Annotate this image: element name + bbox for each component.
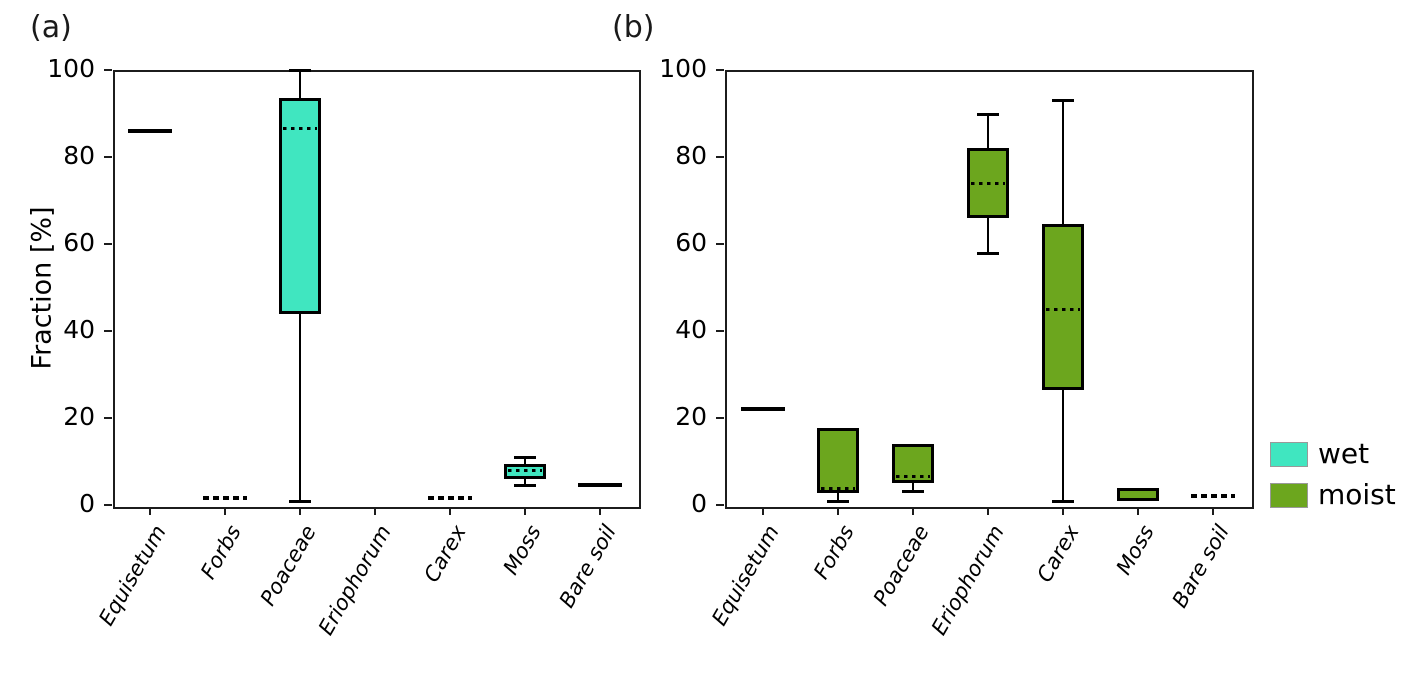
y-tick-mark bbox=[716, 504, 724, 506]
x-tick-mark bbox=[836, 507, 839, 515]
wet-color-swatch bbox=[1270, 441, 1308, 467]
y-tick-mark bbox=[716, 156, 724, 158]
y-tick-label: 0 bbox=[691, 489, 707, 518]
y-tick-label: 80 bbox=[675, 141, 707, 170]
y-tick-mark bbox=[104, 330, 112, 332]
x-tick-mark bbox=[1136, 507, 1139, 515]
legend-item-moist: moist bbox=[1270, 481, 1396, 509]
box-median bbox=[1120, 488, 1155, 492]
box-median bbox=[820, 487, 855, 491]
upper-whisker-cap bbox=[289, 69, 312, 72]
box-median bbox=[1045, 307, 1080, 311]
lower-whisker-cap bbox=[1051, 499, 1074, 503]
panel-a-plot-area bbox=[113, 70, 641, 509]
x-tick-mark bbox=[598, 507, 601, 515]
y-tick-label: 100 bbox=[47, 54, 95, 83]
x-tick-mark bbox=[761, 507, 764, 515]
box-median bbox=[970, 181, 1005, 185]
lower-whisker-cap bbox=[976, 251, 999, 255]
legend-item-wet: wet bbox=[1270, 440, 1396, 468]
lower-whisker bbox=[523, 478, 526, 486]
y-tick-mark bbox=[104, 417, 112, 419]
x-tick-mark bbox=[299, 507, 302, 515]
x-tick-mark bbox=[374, 507, 376, 515]
upper-whisker bbox=[986, 113, 989, 149]
lower-whisker-cap bbox=[513, 484, 536, 488]
y-tick-label: 0 bbox=[79, 489, 95, 518]
box bbox=[279, 98, 322, 314]
upper-whisker bbox=[1061, 100, 1064, 225]
x-tick-mark bbox=[1061, 507, 1064, 515]
x-tick-mark bbox=[523, 507, 526, 515]
panel-b-plot-area bbox=[725, 70, 1254, 509]
legend-label-moist: moist bbox=[1318, 478, 1396, 511]
box-median bbox=[507, 468, 542, 472]
y-tick-label: 100 bbox=[659, 54, 707, 83]
collapsed-box-median bbox=[1190, 494, 1235, 498]
legend: wet moist bbox=[1270, 440, 1396, 522]
y-tick-mark bbox=[104, 504, 112, 506]
panel-a-title: (a) bbox=[30, 10, 72, 45]
collapsed-box-median bbox=[128, 128, 173, 133]
box bbox=[816, 427, 859, 493]
panel-b-title: (b) bbox=[612, 10, 655, 45]
box bbox=[1041, 224, 1084, 390]
y-tick-mark bbox=[716, 243, 724, 245]
y-tick-mark bbox=[716, 330, 724, 332]
upper-whisker-cap bbox=[1051, 99, 1074, 103]
x-tick-mark bbox=[149, 507, 152, 515]
y-tick-label: 60 bbox=[63, 228, 95, 257]
lower-whisker bbox=[911, 483, 914, 492]
y-tick-mark bbox=[716, 417, 724, 419]
lower-whisker bbox=[836, 492, 839, 501]
y-tick-label: 40 bbox=[675, 315, 707, 344]
upper-whisker-cap bbox=[513, 456, 536, 460]
collapsed-box-median bbox=[427, 496, 472, 500]
y-tick-mark bbox=[104, 156, 112, 158]
x-tick-mark bbox=[224, 507, 227, 515]
lower-whisker-cap bbox=[289, 499, 312, 503]
upper-whisker-cap bbox=[976, 112, 999, 116]
x-tick-mark bbox=[911, 507, 914, 515]
collapsed-box-median bbox=[740, 407, 785, 412]
y-tick-mark bbox=[104, 69, 112, 71]
lower-whisker bbox=[986, 217, 989, 253]
legend-label-wet: wet bbox=[1318, 437, 1370, 470]
lower-whisker bbox=[299, 313, 302, 501]
lower-whisker bbox=[1061, 389, 1064, 501]
upper-whisker bbox=[299, 70, 302, 99]
x-tick-mark bbox=[448, 507, 451, 515]
lower-whisker-cap bbox=[901, 490, 924, 494]
y-tick-label: 80 bbox=[63, 141, 95, 170]
upper-whisker bbox=[523, 457, 526, 464]
box-median bbox=[895, 475, 930, 479]
y-tick-label: 60 bbox=[675, 228, 707, 257]
y-tick-label: 40 bbox=[63, 315, 95, 344]
y-tick-label: 20 bbox=[63, 402, 95, 431]
box-median bbox=[283, 127, 318, 131]
collapsed-box-median bbox=[203, 496, 248, 500]
y-tick-mark bbox=[104, 243, 112, 245]
collapsed-box-median bbox=[577, 483, 622, 488]
x-tick-mark bbox=[986, 507, 989, 515]
moist-color-swatch bbox=[1270, 482, 1308, 508]
x-tick-mark bbox=[1211, 507, 1214, 515]
y-tick-mark bbox=[716, 69, 724, 71]
y-tick-label: 20 bbox=[675, 402, 707, 431]
lower-whisker-cap bbox=[826, 499, 849, 503]
